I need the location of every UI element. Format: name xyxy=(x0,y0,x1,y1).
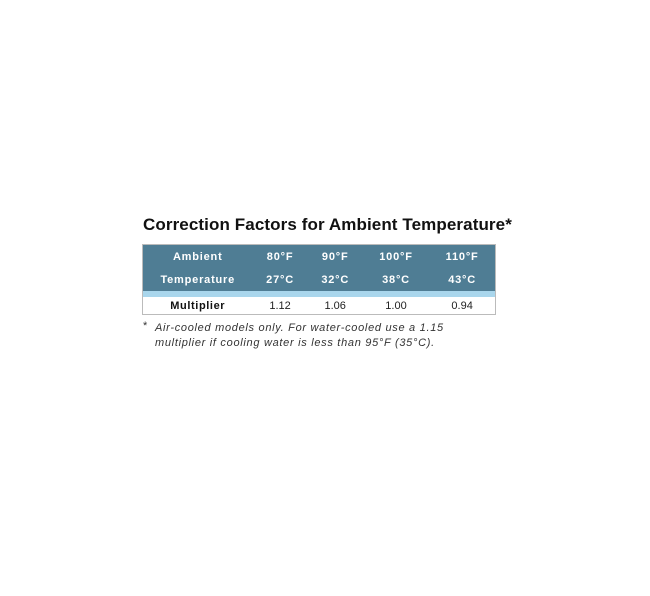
header-cell: 32°C xyxy=(307,268,363,291)
header-cell: Ambient xyxy=(142,244,253,268)
footnote-line: multiplier if cooling water is less than… xyxy=(155,337,435,349)
header-cell: 110°F xyxy=(429,244,496,268)
correction-factors-table: Ambient 80°F 90°F 100°F 110°F Temperatur… xyxy=(142,244,496,315)
divider-strip xyxy=(142,291,496,297)
row-label: Multiplier xyxy=(170,299,226,312)
header-cell: 27°C xyxy=(252,268,308,291)
header-cell: 43°C xyxy=(429,268,496,291)
table-cell: 1.12 xyxy=(269,299,291,312)
table-header-row: Ambient 80°F 90°F 100°F 110°F xyxy=(142,244,496,268)
header-cell: 38°C xyxy=(362,268,430,291)
page-title: Correction Factors for Ambient Temperatu… xyxy=(143,215,512,234)
footnote-line: Air-cooled models only. For water-cooled… xyxy=(155,322,444,334)
header-cell: Temperature xyxy=(142,268,253,291)
header-cell: 100°F xyxy=(362,244,430,268)
table-cell: 1.06 xyxy=(324,299,346,312)
header-cell: 80°F xyxy=(252,244,308,268)
table-row: Multiplier 1.12 1.06 1.00 0.94 xyxy=(143,297,496,315)
footnote-marker: * xyxy=(143,320,148,332)
footnote: * Air-cooled models only. For water-cool… xyxy=(143,320,495,351)
header-cell: 90°F xyxy=(307,244,363,268)
table-cell: 0.94 xyxy=(451,299,473,312)
table-cell: 1.00 xyxy=(385,299,407,312)
table-header-row: Temperature 27°C 32°C 38°C 43°C xyxy=(142,268,496,291)
divider xyxy=(142,291,496,297)
